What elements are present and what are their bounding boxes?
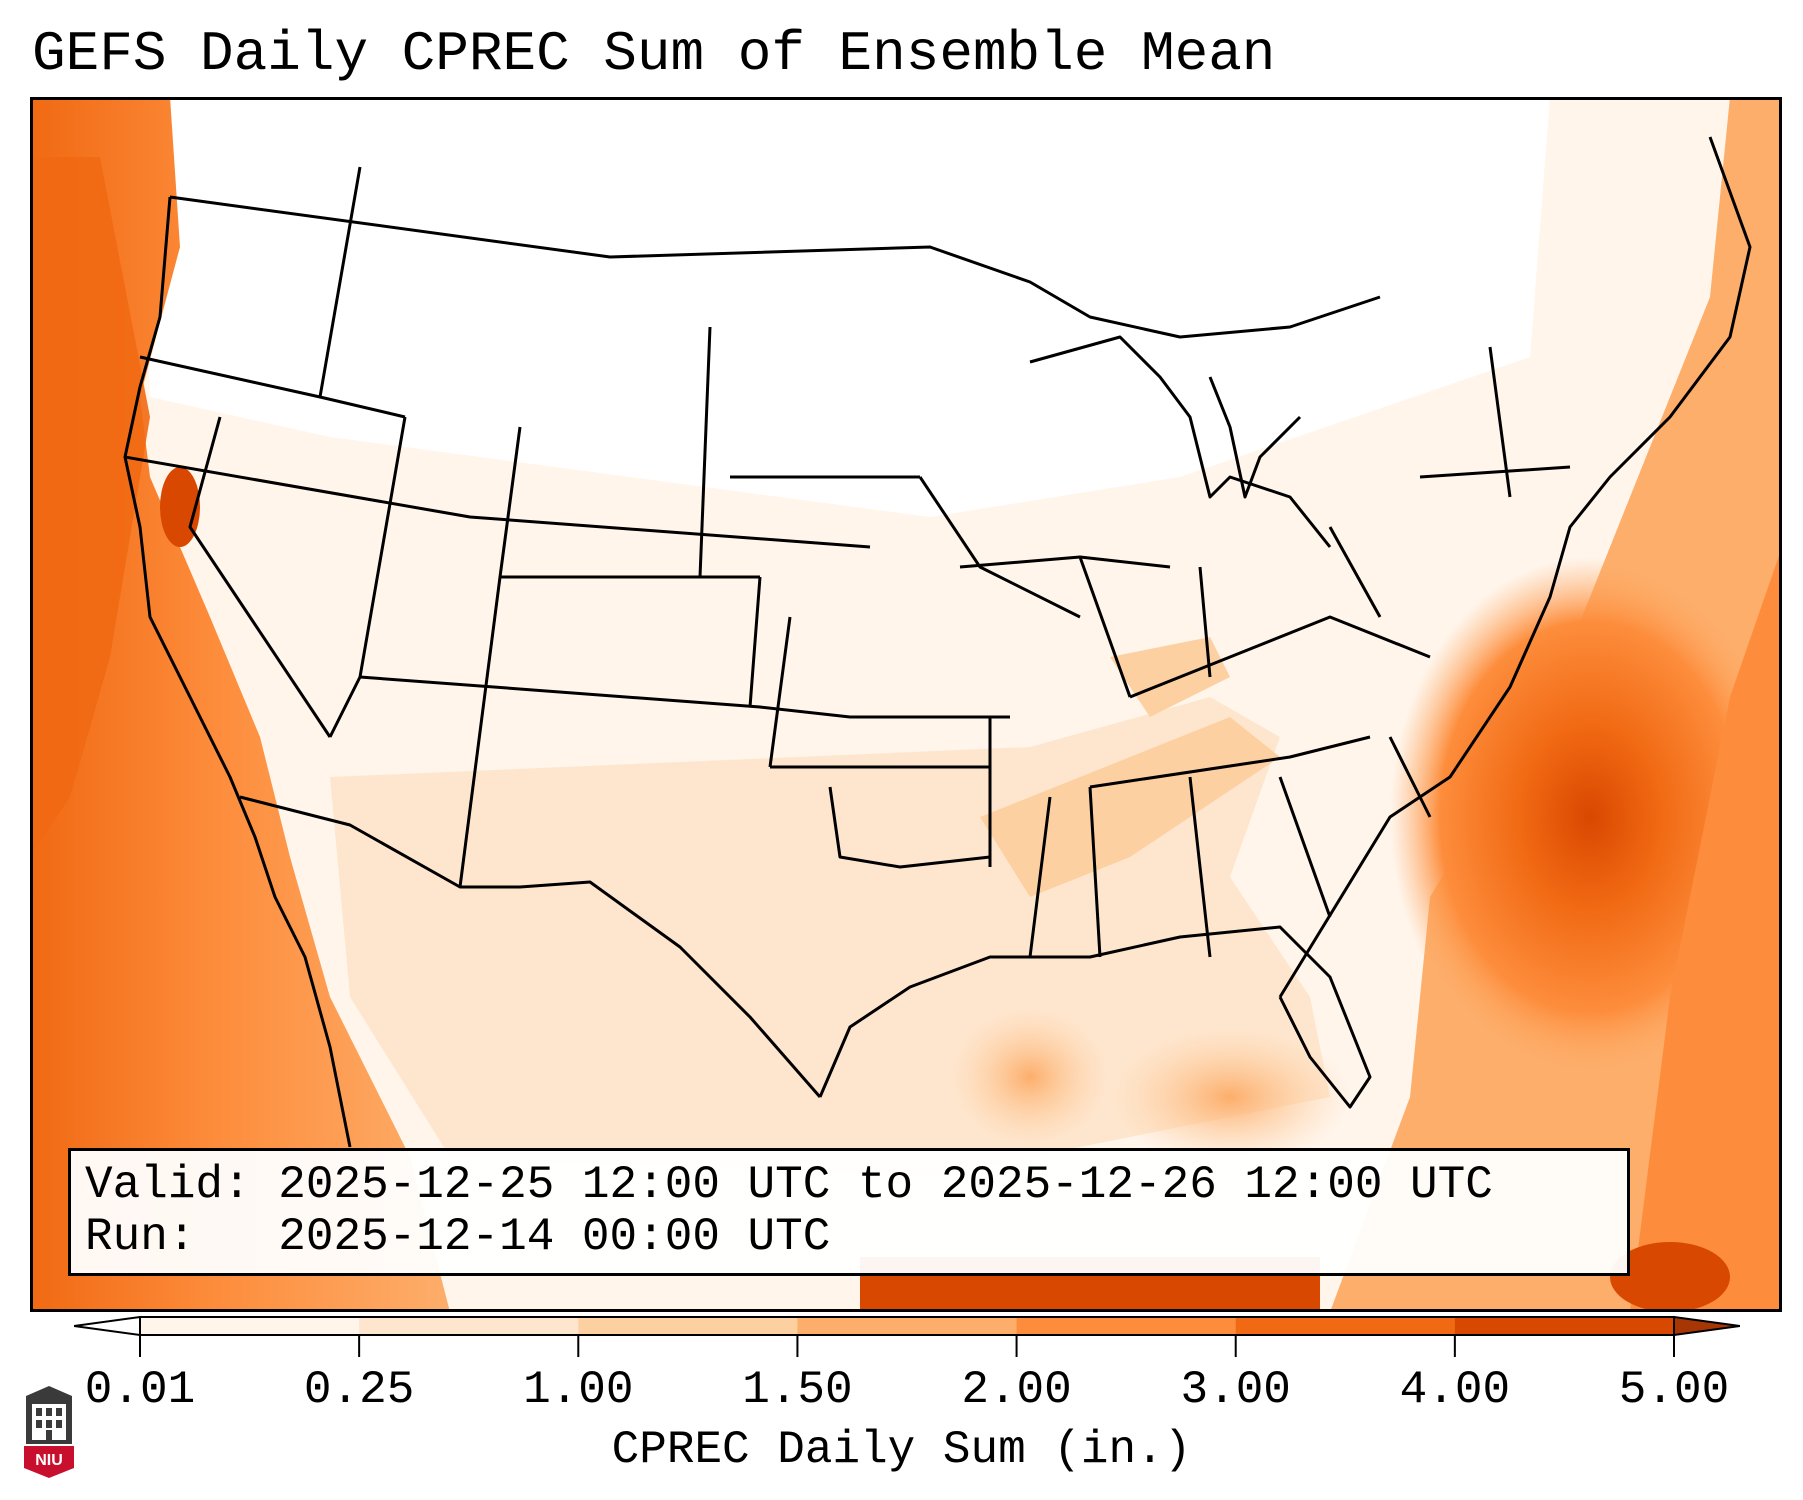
precipitation-map — [30, 97, 1782, 1312]
colorbar-tick-label: 1.00 — [523, 1364, 634, 1416]
colorbar-label: CPREC Daily Sum (in.) — [611, 1424, 1192, 1476]
valid-run-info-box: Valid: 2025-12-25 12:00 UTC to 2025-12-2… — [68, 1148, 1630, 1276]
valid-value: 2025-12-25 12:00 UTC to 2025-12-26 12:00… — [278, 1159, 1493, 1211]
run-value: 2025-12-14 00:00 UTC — [278, 1211, 831, 1263]
colorbar-tick-label: 2.00 — [961, 1364, 1072, 1416]
colorbar-tick-label: 5.00 — [1618, 1364, 1730, 1416]
colorbar-extend-high — [1673, 1315, 1741, 1337]
colorbar-segment — [578, 1317, 798, 1335]
colorbar-segment — [359, 1317, 579, 1335]
colorbar-segment — [1454, 1317, 1675, 1335]
niu-logo: NIU — [20, 1384, 78, 1480]
valid-label: Valid: — [85, 1159, 251, 1211]
colorbar-segment — [1016, 1317, 1237, 1335]
colorbar-extend-low — [73, 1315, 141, 1337]
map-title: GEFS Daily CPREC Sum of Ensemble Mean — [32, 22, 1276, 86]
colorbar-tick-label: 0.01 — [84, 1364, 196, 1416]
run-label: Run: — [85, 1211, 196, 1263]
colorbar-tick-label: 0.25 — [303, 1364, 415, 1416]
colorbar-tick-label: 3.00 — [1180, 1364, 1291, 1416]
colorbar — [73, 1313, 1741, 1357]
colorbar-tick-label: 1.50 — [742, 1364, 853, 1416]
colorbar-tick-label: 4.00 — [1399, 1364, 1511, 1416]
colorbar-segment — [797, 1317, 1018, 1335]
colorbar-segment — [1235, 1317, 1456, 1335]
niu-logo-text: NIU — [35, 1452, 63, 1469]
colorbar-segment — [140, 1317, 360, 1335]
